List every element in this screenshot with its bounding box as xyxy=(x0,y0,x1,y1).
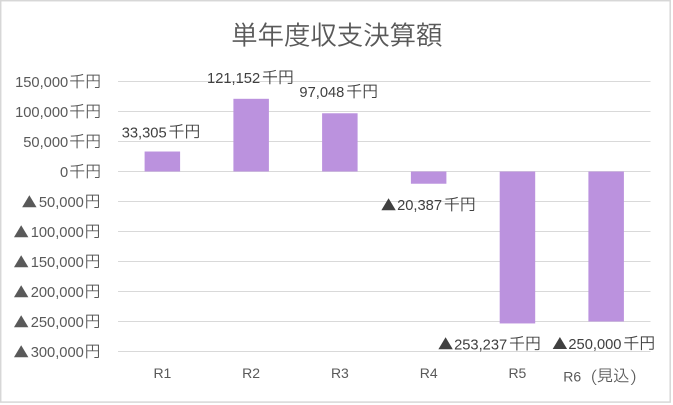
svg-text:300,000: 300,000 xyxy=(31,345,84,361)
svg-text:R5: R5 xyxy=(508,365,526,381)
svg-text:R3: R3 xyxy=(331,365,349,381)
svg-text:100,000: 100,000 xyxy=(15,105,68,121)
svg-text:33,305: 33,305 xyxy=(122,125,167,141)
svg-text:250,000: 250,000 xyxy=(568,337,621,353)
svg-text:150,000: 150,000 xyxy=(15,75,68,91)
svg-text:97,048: 97,048 xyxy=(299,85,344,101)
svg-text:253,237: 253,237 xyxy=(454,337,507,353)
svg-text:150,000: 150,000 xyxy=(31,255,84,271)
svg-text:50,000: 50,000 xyxy=(39,195,84,211)
svg-text:50,000: 50,000 xyxy=(23,135,68,151)
svg-text:R4: R4 xyxy=(420,365,438,381)
svg-text:20,387: 20,387 xyxy=(397,198,442,214)
svg-text:R6: R6 xyxy=(563,368,581,384)
svg-text:250,000: 250,000 xyxy=(31,315,84,331)
svg-text:200,000: 200,000 xyxy=(31,285,84,301)
svg-text:0: 0 xyxy=(60,165,68,181)
svg-text:R2: R2 xyxy=(242,365,260,381)
svg-text:121,152: 121,152 xyxy=(207,71,260,87)
svg-text:R1: R1 xyxy=(153,365,171,381)
svg-text:100,000: 100,000 xyxy=(31,225,84,241)
